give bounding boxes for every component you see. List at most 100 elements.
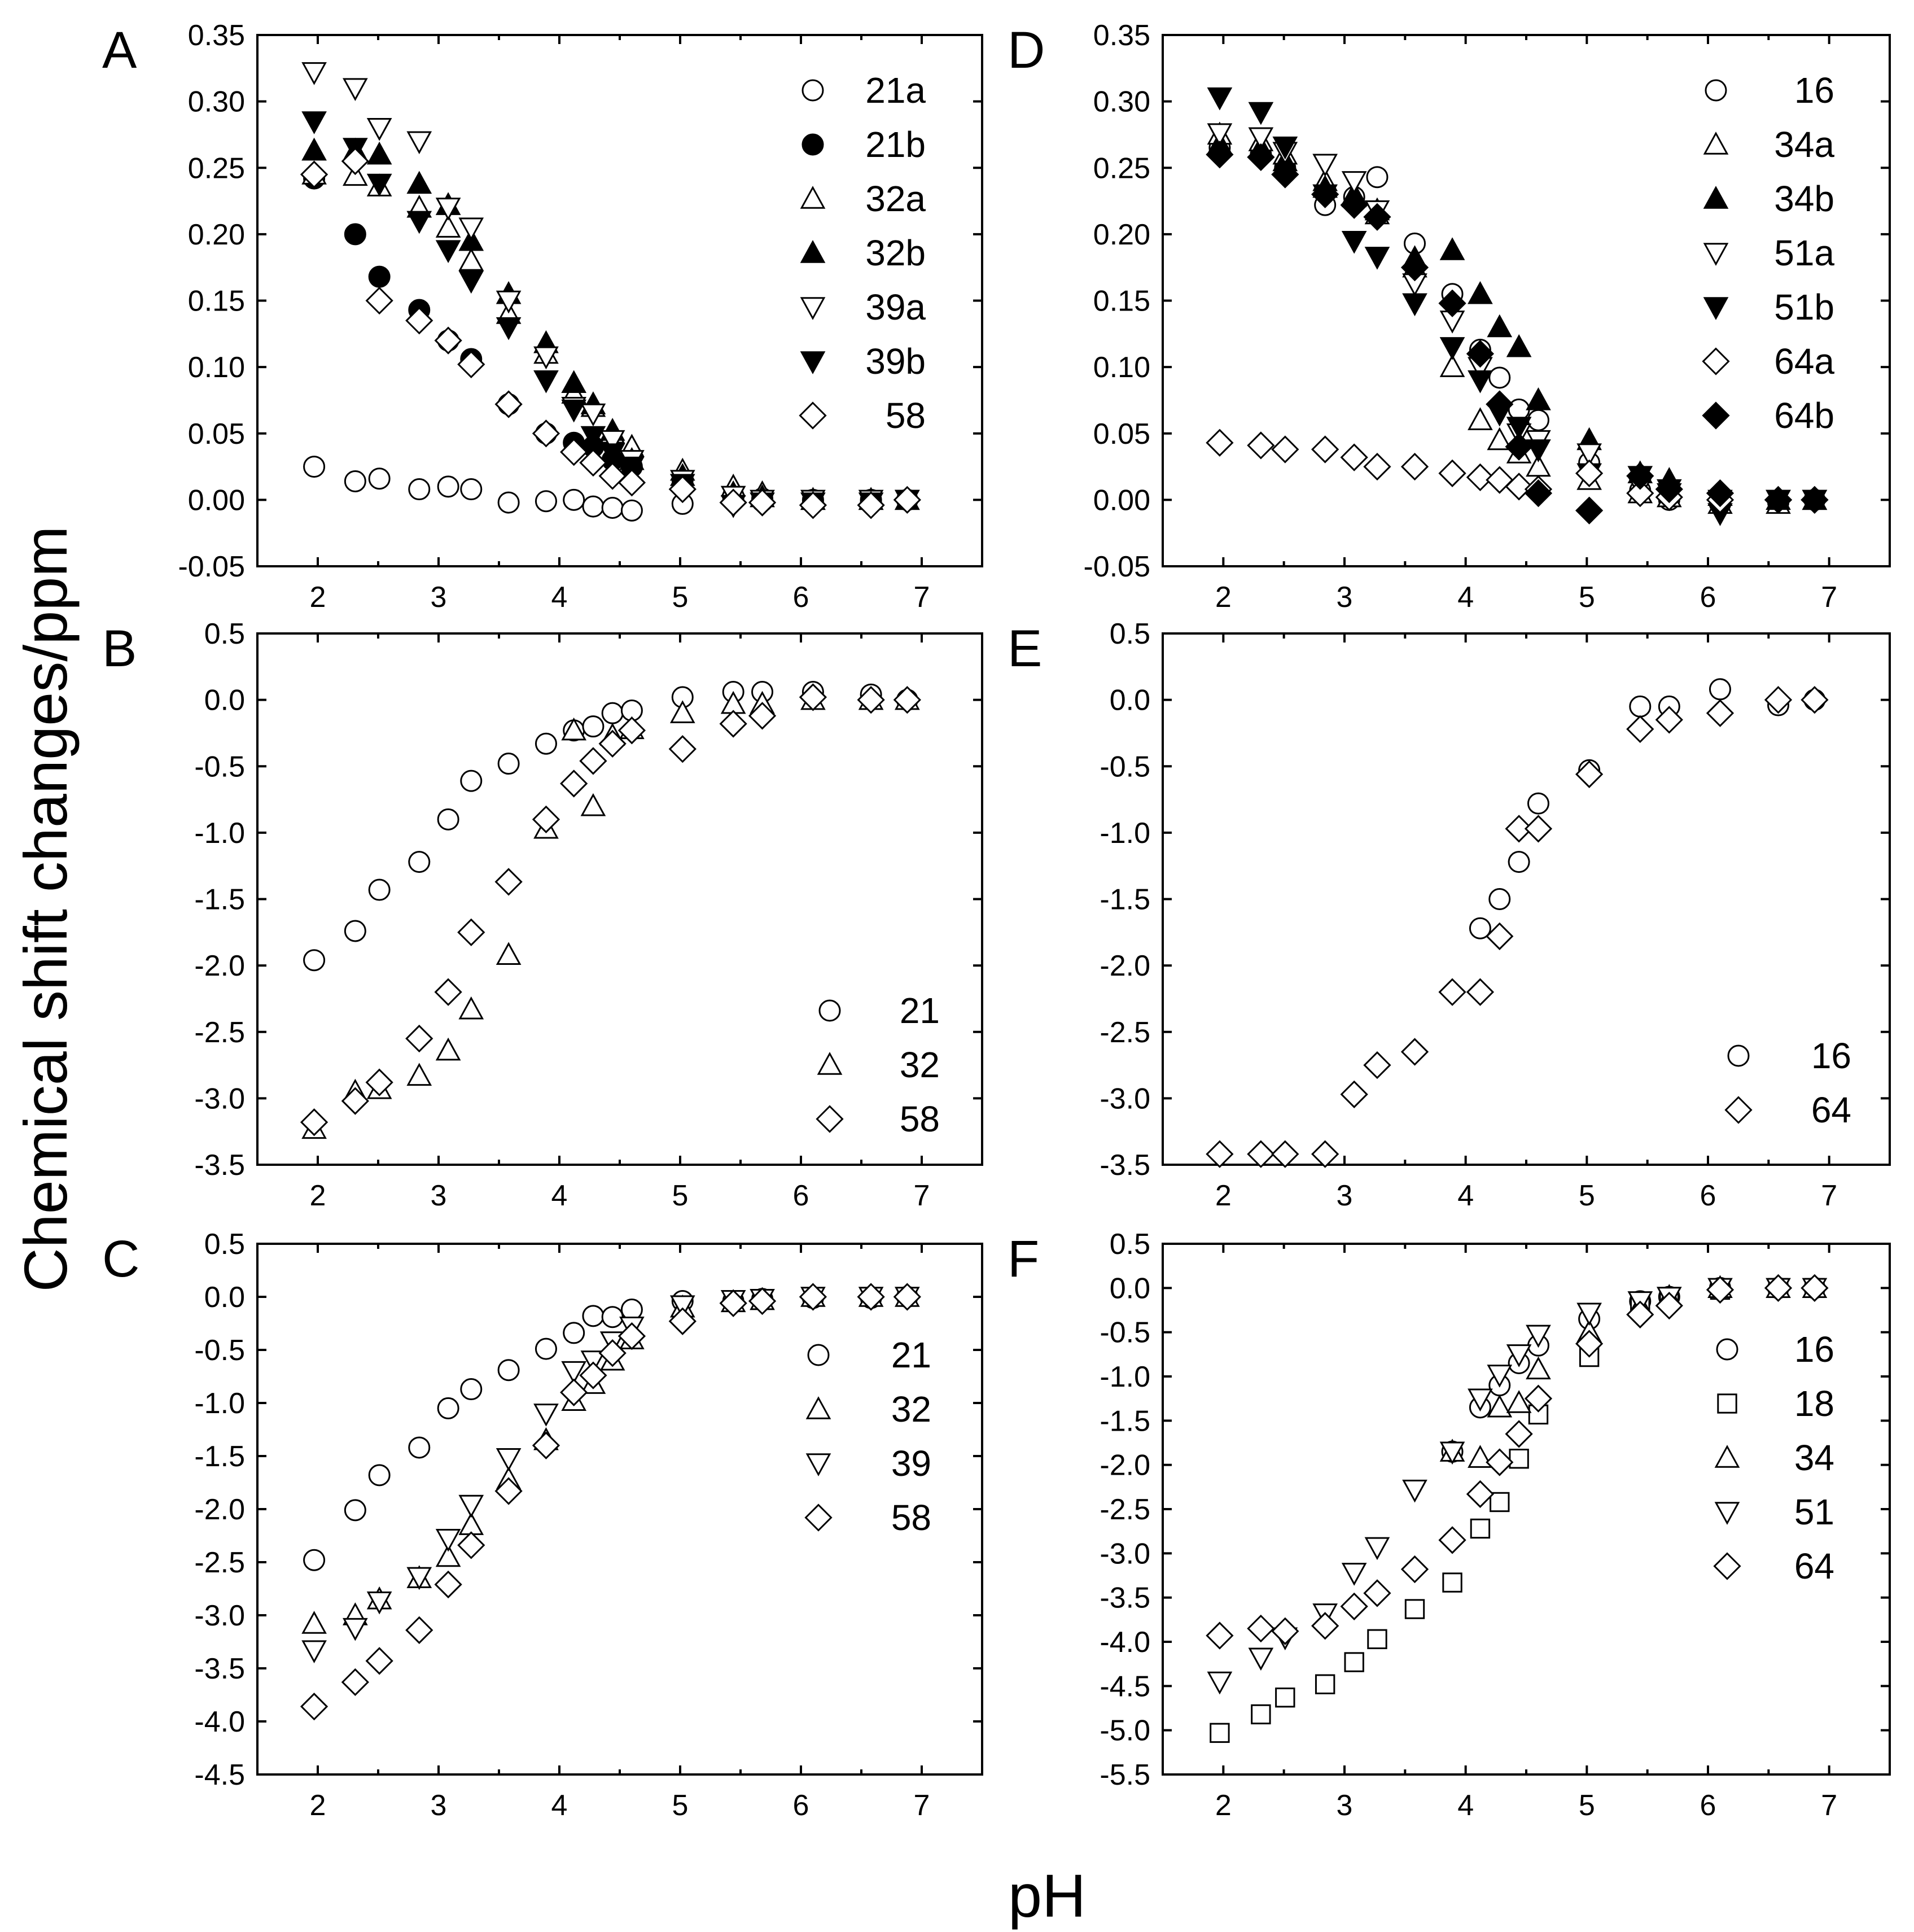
y-tick-label: 0.10 <box>1093 351 1150 384</box>
panel-letter: D <box>1008 21 1045 79</box>
data-point <box>341 147 369 176</box>
x-tick-label: 2 <box>1215 581 1232 614</box>
data-point <box>496 290 522 314</box>
data-point <box>561 370 587 394</box>
y-tick-label: -3.0 <box>1100 1082 1150 1115</box>
x-tick-label: 5 <box>672 581 689 614</box>
legend-marker <box>799 401 827 430</box>
legend-label: 32a <box>865 178 926 219</box>
x-tick-label: 7 <box>914 581 930 614</box>
data-point <box>437 475 459 498</box>
data-point <box>1526 1356 1551 1380</box>
y-tick-label: -5.0 <box>1100 1715 1150 1747</box>
y-tick-label: -3.5 <box>1100 1582 1150 1615</box>
y-tick-label: 0.0 <box>204 684 245 717</box>
legend-marker <box>1727 1044 1750 1067</box>
data-point <box>458 996 484 1020</box>
data-point <box>1505 1420 1533 1448</box>
y-tick-label: 0.10 <box>188 351 245 384</box>
y-tick-label: 0.05 <box>188 418 245 451</box>
data-point <box>893 1283 921 1311</box>
data-point <box>580 403 606 427</box>
x-tick-label: 7 <box>1821 1179 1837 1212</box>
y-tick-label: 0.15 <box>188 285 245 318</box>
y-tick-label: -5.5 <box>1100 1759 1150 1791</box>
data-point <box>405 1024 433 1053</box>
data-point <box>1402 293 1427 317</box>
data-point <box>300 1693 329 1721</box>
data-point <box>1247 1614 1275 1643</box>
data-point <box>435 198 461 221</box>
data-point <box>1363 452 1391 481</box>
data-point <box>368 265 391 288</box>
data-point <box>563 1322 585 1344</box>
x-tick-label: 2 <box>1215 1789 1232 1822</box>
legend-label: 58 <box>891 1497 931 1538</box>
y-tick-label: 0.5 <box>204 618 245 650</box>
data-point <box>1709 678 1731 701</box>
data-point <box>344 223 366 246</box>
legend-label: 34a <box>1774 124 1834 165</box>
data-point <box>343 78 368 102</box>
x-tick-label: 6 <box>1700 1179 1716 1212</box>
legend-label: 32 <box>900 1044 940 1085</box>
data-point <box>719 488 747 517</box>
panel-e: E 2 3 4 5 6 7 -3.5 -3.0 -2.5 -2.0 -1.5 -1.0 -0.5 0.0 0.… <box>1008 618 1891 1212</box>
y-tick-label: -4.5 <box>194 1759 245 1791</box>
data-point <box>857 1283 885 1311</box>
data-point <box>435 1544 461 1567</box>
y-tick-label: -3.5 <box>1100 1149 1150 1182</box>
y-tick-label: 0.30 <box>1093 86 1150 119</box>
data-point <box>365 1647 393 1675</box>
data-point <box>408 851 431 873</box>
x-tick-label: 6 <box>793 581 809 614</box>
data-point <box>1271 435 1299 464</box>
data-point <box>458 1494 484 1518</box>
x-tick-label: 6 <box>793 1179 809 1212</box>
y-tick-label: -0.5 <box>1100 750 1150 783</box>
legend-label: 64a <box>1774 341 1834 382</box>
data-point <box>1655 706 1683 734</box>
data-point <box>1506 417 1532 440</box>
data-point <box>1526 1325 1551 1348</box>
data-point <box>535 732 557 755</box>
y-tick-label: -3.0 <box>194 1599 245 1632</box>
x-tick-label: 5 <box>1579 1789 1595 1822</box>
data-point <box>344 470 366 492</box>
data-point <box>343 1618 368 1641</box>
data-point <box>303 949 326 972</box>
legend-marker <box>1702 347 1730 375</box>
y-tick-label: -2.0 <box>1100 1449 1150 1482</box>
data-point <box>1626 1300 1654 1328</box>
data-point <box>620 499 643 522</box>
data-point <box>1400 253 1429 282</box>
data-point <box>1340 443 1368 471</box>
data-point <box>1488 366 1511 389</box>
x-tick-label: 5 <box>672 1789 689 1822</box>
legend-marker <box>807 1344 830 1366</box>
legend-label: 64 <box>1794 1546 1834 1586</box>
data-point <box>799 1283 827 1311</box>
data-point <box>366 173 392 197</box>
data-point <box>582 1305 605 1327</box>
data-point <box>561 717 587 741</box>
data-point <box>1402 1479 1427 1503</box>
data-point <box>1706 1275 1735 1304</box>
x-tick-label: 3 <box>1337 1789 1353 1822</box>
data-point <box>619 456 645 480</box>
data-point <box>1272 136 1298 160</box>
y-axis-title: Chemical shift changes/ppm <box>11 526 80 1292</box>
data-point <box>1364 1537 1390 1561</box>
data-point <box>300 160 329 189</box>
series-21 <box>303 681 918 972</box>
data-point <box>1490 1492 1510 1513</box>
data-point <box>669 1295 695 1318</box>
data-point <box>598 1339 627 1367</box>
data-point <box>1626 715 1654 744</box>
data-point <box>437 808 459 831</box>
data-point <box>1340 191 1368 219</box>
panel-letter: C <box>102 1230 139 1288</box>
y-tick-label: 0.20 <box>188 218 245 251</box>
data-point <box>1311 180 1339 208</box>
